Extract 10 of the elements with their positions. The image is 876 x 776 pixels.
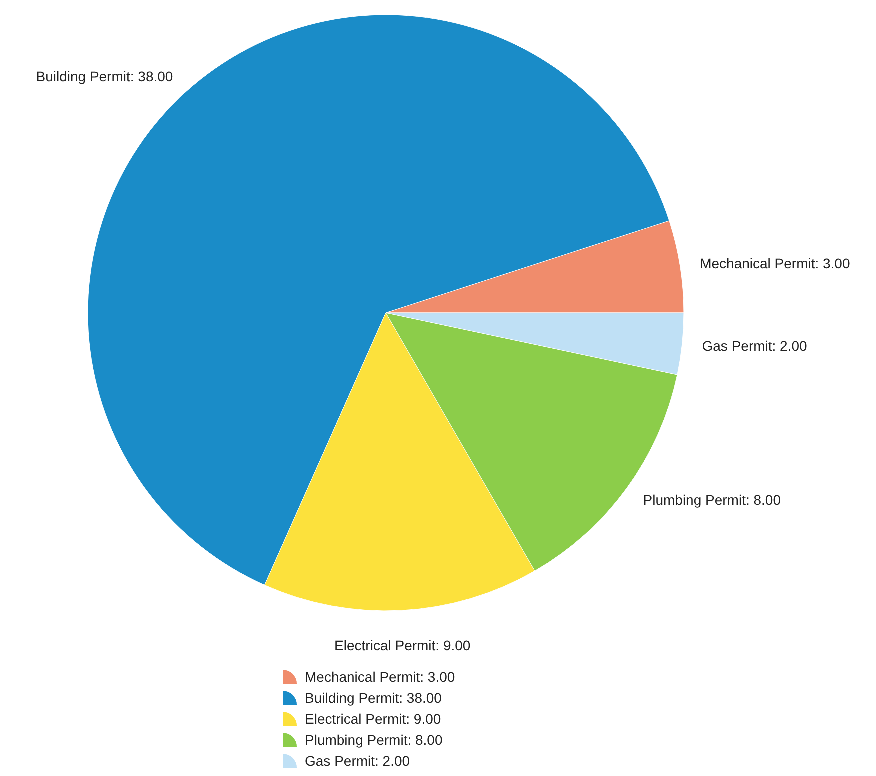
legend-label: Gas Permit: 2.00 (305, 753, 410, 769)
slice-label: Electrical Permit: 9.00 (334, 638, 471, 654)
slice-label: Plumbing Permit: 8.00 (643, 492, 782, 508)
slice-label: Gas Permit: 2.00 (702, 338, 808, 354)
legend-label: Electrical Permit: 9.00 (305, 711, 442, 727)
legend-label: Building Permit: 38.00 (305, 690, 442, 706)
legend-label: Mechanical Permit: 3.00 (305, 669, 456, 685)
slice-label: Mechanical Permit: 3.00 (700, 255, 850, 272)
legend-label: Plumbing Permit: 8.00 (305, 732, 443, 748)
slice-label: Building Permit: 38.00 (36, 68, 174, 85)
